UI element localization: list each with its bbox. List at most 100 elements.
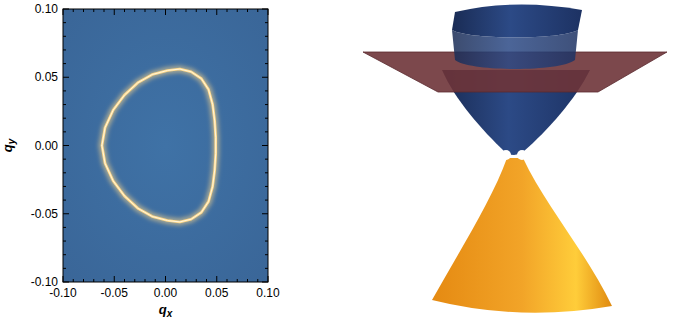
y-axis-title: qy bbox=[0, 138, 17, 152]
x-tick bbox=[216, 9, 217, 15]
y-tick bbox=[262, 282, 268, 283]
minor-tick bbox=[265, 227, 268, 228]
minor-tick bbox=[63, 241, 66, 242]
minor-tick bbox=[134, 279, 135, 282]
minor-tick bbox=[63, 200, 66, 201]
minor-tick bbox=[247, 279, 248, 282]
minor-tick bbox=[124, 9, 125, 12]
minor-tick bbox=[227, 9, 228, 12]
x-tick-label: 0.00 bbox=[154, 286, 178, 300]
minor-tick bbox=[175, 9, 176, 12]
minor-tick bbox=[104, 9, 105, 12]
minor-tick bbox=[186, 279, 187, 282]
minor-tick bbox=[83, 9, 84, 12]
minor-tick bbox=[63, 104, 66, 105]
minor-tick bbox=[206, 9, 207, 12]
minor-tick bbox=[265, 63, 268, 64]
minor-tick bbox=[265, 172, 268, 173]
minor-tick bbox=[145, 9, 146, 12]
contour-glow bbox=[102, 69, 216, 222]
x-tick bbox=[63, 9, 64, 15]
minor-tick bbox=[247, 9, 248, 12]
minor-tick bbox=[104, 279, 105, 282]
minor-tick bbox=[145, 279, 146, 282]
minor-tick bbox=[63, 268, 66, 269]
x-tick bbox=[114, 276, 115, 282]
y-tick bbox=[262, 9, 268, 10]
minor-tick bbox=[93, 9, 94, 12]
minor-tick bbox=[93, 279, 94, 282]
contour-core bbox=[102, 69, 216, 222]
minor-tick bbox=[186, 9, 187, 12]
minor-tick bbox=[63, 63, 66, 64]
minor-tick bbox=[237, 279, 238, 282]
plot-frame bbox=[63, 9, 268, 282]
x-tick-label: 0.10 bbox=[256, 286, 280, 300]
minor-tick bbox=[196, 279, 197, 282]
y-tick bbox=[262, 77, 268, 78]
minor-tick bbox=[83, 279, 84, 282]
x-tick bbox=[114, 9, 115, 15]
y-tick-label: 0.10 bbox=[35, 2, 59, 16]
y-tick-label: 0.05 bbox=[35, 70, 59, 84]
minor-tick bbox=[63, 186, 66, 187]
x-tick bbox=[165, 276, 166, 282]
minor-tick bbox=[265, 241, 268, 242]
minor-tick bbox=[63, 36, 66, 37]
y-tick bbox=[262, 213, 268, 214]
conduction-band-mid bbox=[452, 30, 578, 69]
conduction-band-upper bbox=[452, 4, 582, 37]
y-tick bbox=[63, 9, 69, 10]
minor-tick bbox=[73, 279, 74, 282]
y-tick-label: -0.05 bbox=[31, 207, 59, 221]
y-tick bbox=[63, 145, 69, 146]
dirac-point bbox=[501, 150, 511, 160]
minor-tick bbox=[265, 131, 268, 132]
minor-tick bbox=[155, 9, 156, 12]
minor-tick bbox=[265, 200, 268, 201]
figure: -0.10-0.050.000.050.10-0.10-0.050.000.05… bbox=[0, 0, 679, 322]
y-tick bbox=[63, 213, 69, 214]
minor-tick bbox=[63, 227, 66, 228]
minor-tick bbox=[265, 104, 268, 105]
x-tick-label: 0.05 bbox=[205, 286, 229, 300]
minor-tick bbox=[265, 49, 268, 50]
minor-tick bbox=[155, 279, 156, 282]
minor-tick bbox=[134, 9, 135, 12]
contour-line bbox=[102, 69, 216, 222]
x-axis-title: qx bbox=[159, 302, 173, 319]
minor-tick bbox=[63, 172, 66, 173]
minor-tick bbox=[196, 9, 197, 12]
y-tick-label: 0.00 bbox=[35, 139, 59, 153]
y-tick bbox=[63, 282, 69, 283]
minor-tick bbox=[63, 49, 66, 50]
x-tick-label: -0.05 bbox=[101, 286, 129, 300]
minor-tick bbox=[63, 131, 66, 132]
minor-tick bbox=[265, 254, 268, 255]
x-tick bbox=[63, 276, 64, 282]
x-tick bbox=[268, 276, 269, 282]
minor-tick bbox=[175, 279, 176, 282]
band-illustration bbox=[363, 4, 667, 312]
minor-tick bbox=[227, 279, 228, 282]
y-tick-label: -0.10 bbox=[31, 275, 59, 289]
minor-tick bbox=[63, 22, 66, 23]
minor-tick bbox=[257, 279, 258, 282]
minor-tick bbox=[265, 186, 268, 187]
minor-tick bbox=[265, 268, 268, 269]
minor-tick bbox=[206, 279, 207, 282]
minor-tick bbox=[265, 36, 268, 37]
minor-tick bbox=[265, 159, 268, 160]
minor-tick bbox=[265, 118, 268, 119]
plot-background bbox=[63, 9, 268, 282]
dirac-point bbox=[517, 150, 527, 160]
minor-tick bbox=[257, 9, 258, 12]
minor-tick bbox=[124, 279, 125, 282]
minor-tick bbox=[73, 9, 74, 12]
minor-tick bbox=[237, 9, 238, 12]
x-tick bbox=[165, 9, 166, 15]
minor-tick bbox=[63, 90, 66, 91]
plot-marks bbox=[102, 69, 216, 222]
y-tick bbox=[63, 77, 69, 78]
minor-tick bbox=[265, 22, 268, 23]
